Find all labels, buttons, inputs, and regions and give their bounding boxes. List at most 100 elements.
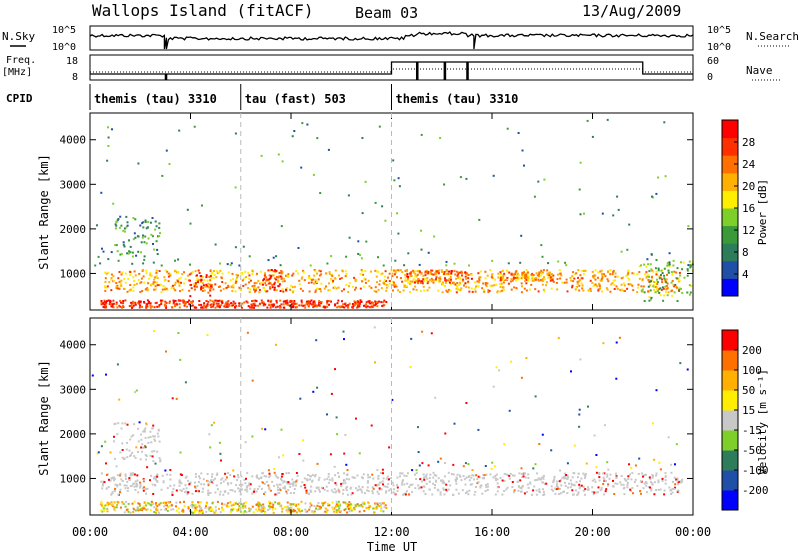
data-cell xyxy=(415,472,418,475)
data-cell xyxy=(329,453,332,456)
data-cell xyxy=(125,500,127,503)
data-cell xyxy=(542,475,545,478)
data-cell xyxy=(191,270,194,273)
data-cell xyxy=(343,472,346,475)
data-cell xyxy=(124,422,127,425)
data-cell xyxy=(551,278,554,281)
data-cell xyxy=(503,490,506,492)
data-cell xyxy=(120,427,123,430)
data-cell xyxy=(427,272,430,275)
y-tick-label: 4000 xyxy=(60,134,87,147)
data-cell xyxy=(583,493,586,496)
data-cell xyxy=(444,277,446,280)
data-cell xyxy=(333,465,336,468)
data-cell xyxy=(260,510,263,513)
data-cell xyxy=(378,505,381,508)
data-cell xyxy=(565,278,568,281)
data-cell xyxy=(174,305,177,308)
data-cell xyxy=(279,275,282,278)
data-cell xyxy=(569,479,572,482)
data-cell xyxy=(627,478,630,480)
data-cell xyxy=(293,302,296,305)
data-cell xyxy=(250,304,253,307)
data-cell xyxy=(376,305,379,308)
data-cell xyxy=(254,304,257,307)
data-cell xyxy=(122,229,125,232)
data-cell xyxy=(407,252,410,255)
data-cell xyxy=(645,271,648,274)
data-cell xyxy=(175,489,178,492)
data-cell xyxy=(410,337,413,340)
data-cell xyxy=(645,484,648,487)
data-cell xyxy=(249,279,252,282)
data-cell xyxy=(441,481,444,484)
data-cell xyxy=(374,361,376,364)
data-cell xyxy=(132,472,134,475)
data-cell xyxy=(509,472,512,475)
data-cell xyxy=(335,483,338,486)
data-cell xyxy=(94,264,97,267)
y-tick-label: 4000 xyxy=(60,339,87,352)
data-cell xyxy=(102,305,105,308)
data-cell xyxy=(138,504,141,507)
data-cell xyxy=(578,425,581,428)
data-cell xyxy=(524,476,527,479)
data-cell xyxy=(340,277,343,279)
data-cell xyxy=(490,276,493,279)
data-cell xyxy=(273,286,276,289)
data-cell xyxy=(165,301,168,304)
data-cell xyxy=(201,282,204,285)
data-cell xyxy=(538,273,540,276)
data-cell xyxy=(143,255,146,258)
data-cell xyxy=(538,478,541,481)
data-cell xyxy=(459,289,462,292)
data-cell xyxy=(465,285,468,288)
data-cell xyxy=(132,508,135,511)
data-cell xyxy=(273,283,276,286)
data-cell xyxy=(411,269,414,272)
data-cell xyxy=(149,304,152,307)
data-cell xyxy=(388,280,391,282)
data-cell xyxy=(169,272,172,275)
data-cell xyxy=(197,481,200,483)
data-cell xyxy=(312,511,315,514)
data-cell xyxy=(286,501,289,504)
data-cell xyxy=(243,502,245,505)
data-cell xyxy=(203,483,206,486)
data-cell xyxy=(296,479,299,482)
data-cell xyxy=(598,479,601,482)
cpid-label: CPID xyxy=(6,92,33,105)
data-cell xyxy=(678,271,681,274)
data-cell xyxy=(145,227,148,230)
data-cell xyxy=(251,492,254,495)
data-cell xyxy=(208,509,211,512)
data-cell xyxy=(670,290,673,293)
data-cell xyxy=(164,269,167,272)
data-cell xyxy=(209,287,212,290)
data-cell xyxy=(555,281,558,284)
data-cell xyxy=(342,330,345,333)
data-cell xyxy=(125,226,128,229)
data-cell xyxy=(320,302,323,305)
data-cell xyxy=(605,480,607,482)
data-cell xyxy=(331,479,334,482)
data-cell xyxy=(573,472,576,475)
data-cell xyxy=(291,510,294,513)
data-cell xyxy=(120,478,123,481)
data-cell xyxy=(600,487,603,489)
data-cell xyxy=(425,482,428,485)
data-cell xyxy=(261,283,264,286)
data-cell xyxy=(681,480,684,483)
data-cell xyxy=(421,280,424,283)
data-cell xyxy=(581,287,584,290)
data-cell xyxy=(426,477,429,480)
data-cell xyxy=(328,478,331,481)
data-cell xyxy=(683,276,686,279)
data-cell xyxy=(245,300,248,303)
data-cell xyxy=(221,508,224,511)
data-cell xyxy=(443,271,446,273)
data-cell xyxy=(104,504,107,507)
data-cell xyxy=(172,508,175,511)
data-cell xyxy=(173,283,176,286)
data-cell xyxy=(198,303,201,306)
